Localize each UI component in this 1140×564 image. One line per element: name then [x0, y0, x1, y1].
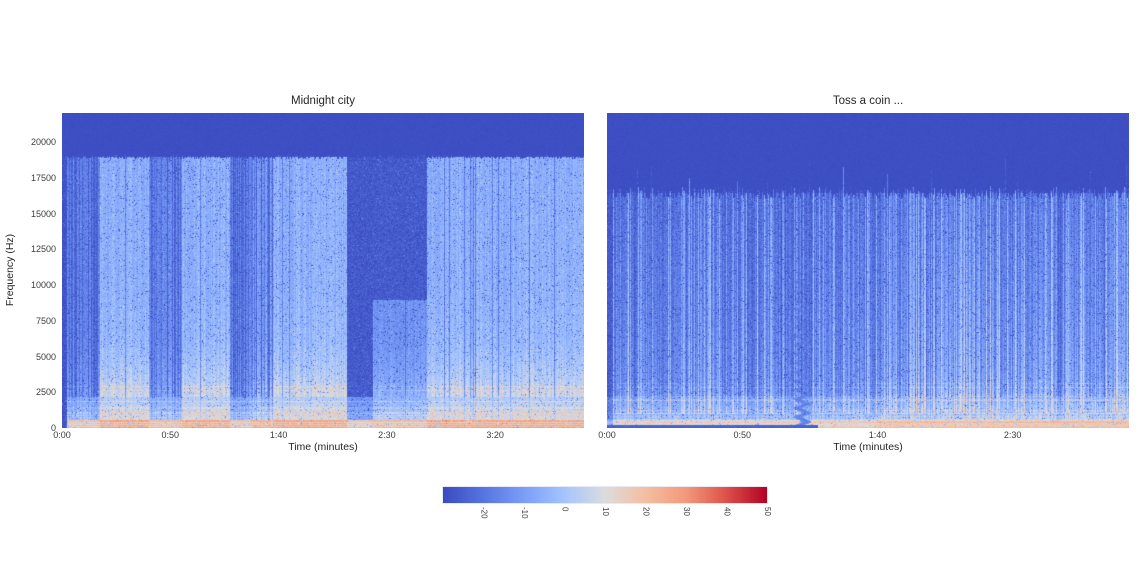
y-tick-label: 12500: [30, 244, 56, 255]
plot-title-toss-a-coin: Toss a coin ...: [832, 95, 904, 107]
colorbar-tick-label: 50: [763, 507, 772, 516]
colorbar-tick-label: 20: [641, 507, 651, 516]
x-tick-label: 2:30: [1003, 430, 1022, 440]
x-axis-label-right-plot: Time (minutes): [833, 441, 903, 453]
colorbar-tick-label: 40: [722, 507, 732, 516]
colorbar-tick-label: 30: [682, 507, 691, 516]
x-axis-label-left-plot: Time (minutes): [288, 441, 358, 453]
y-tick-label: 10000: [30, 280, 56, 291]
y-tick-label: 5000: [35, 351, 56, 362]
x-tick-label: 0:50: [161, 430, 180, 440]
x-tick-label: 1:40: [868, 430, 887, 440]
colorbar-tick-label: 10: [601, 507, 610, 516]
x-tick-label: 0:50: [733, 430, 751, 440]
colorbar: [442, 486, 768, 504]
colorbar-tick-label: -10: [520, 507, 529, 519]
spectrogram-canvas-toss-a-coin: [607, 113, 1129, 428]
y-tick-label: 17500: [30, 173, 56, 183]
y-tick-label: 7500: [35, 315, 56, 326]
x-tick-label: 0:00: [53, 430, 71, 440]
y-tick-label: 20000: [30, 137, 56, 148]
x-tick-label: 2:30: [378, 430, 396, 440]
y-tick-label: 0: [50, 423, 56, 433]
y-tick-label: 15000: [30, 208, 56, 219]
colorbar-tick-label: 0: [560, 507, 570, 512]
x-tick-label: 3:20: [486, 430, 504, 440]
x-tick-label: 1:40: [269, 430, 288, 440]
spectrogram-canvas-midnight-city: [62, 113, 584, 428]
x-tick-label: 0:00: [598, 430, 616, 440]
colorbar-tick-label: -20: [479, 507, 489, 519]
plot-title-midnight-city: Midnight city: [291, 95, 355, 107]
y-tick-label: 2500: [35, 387, 56, 398]
